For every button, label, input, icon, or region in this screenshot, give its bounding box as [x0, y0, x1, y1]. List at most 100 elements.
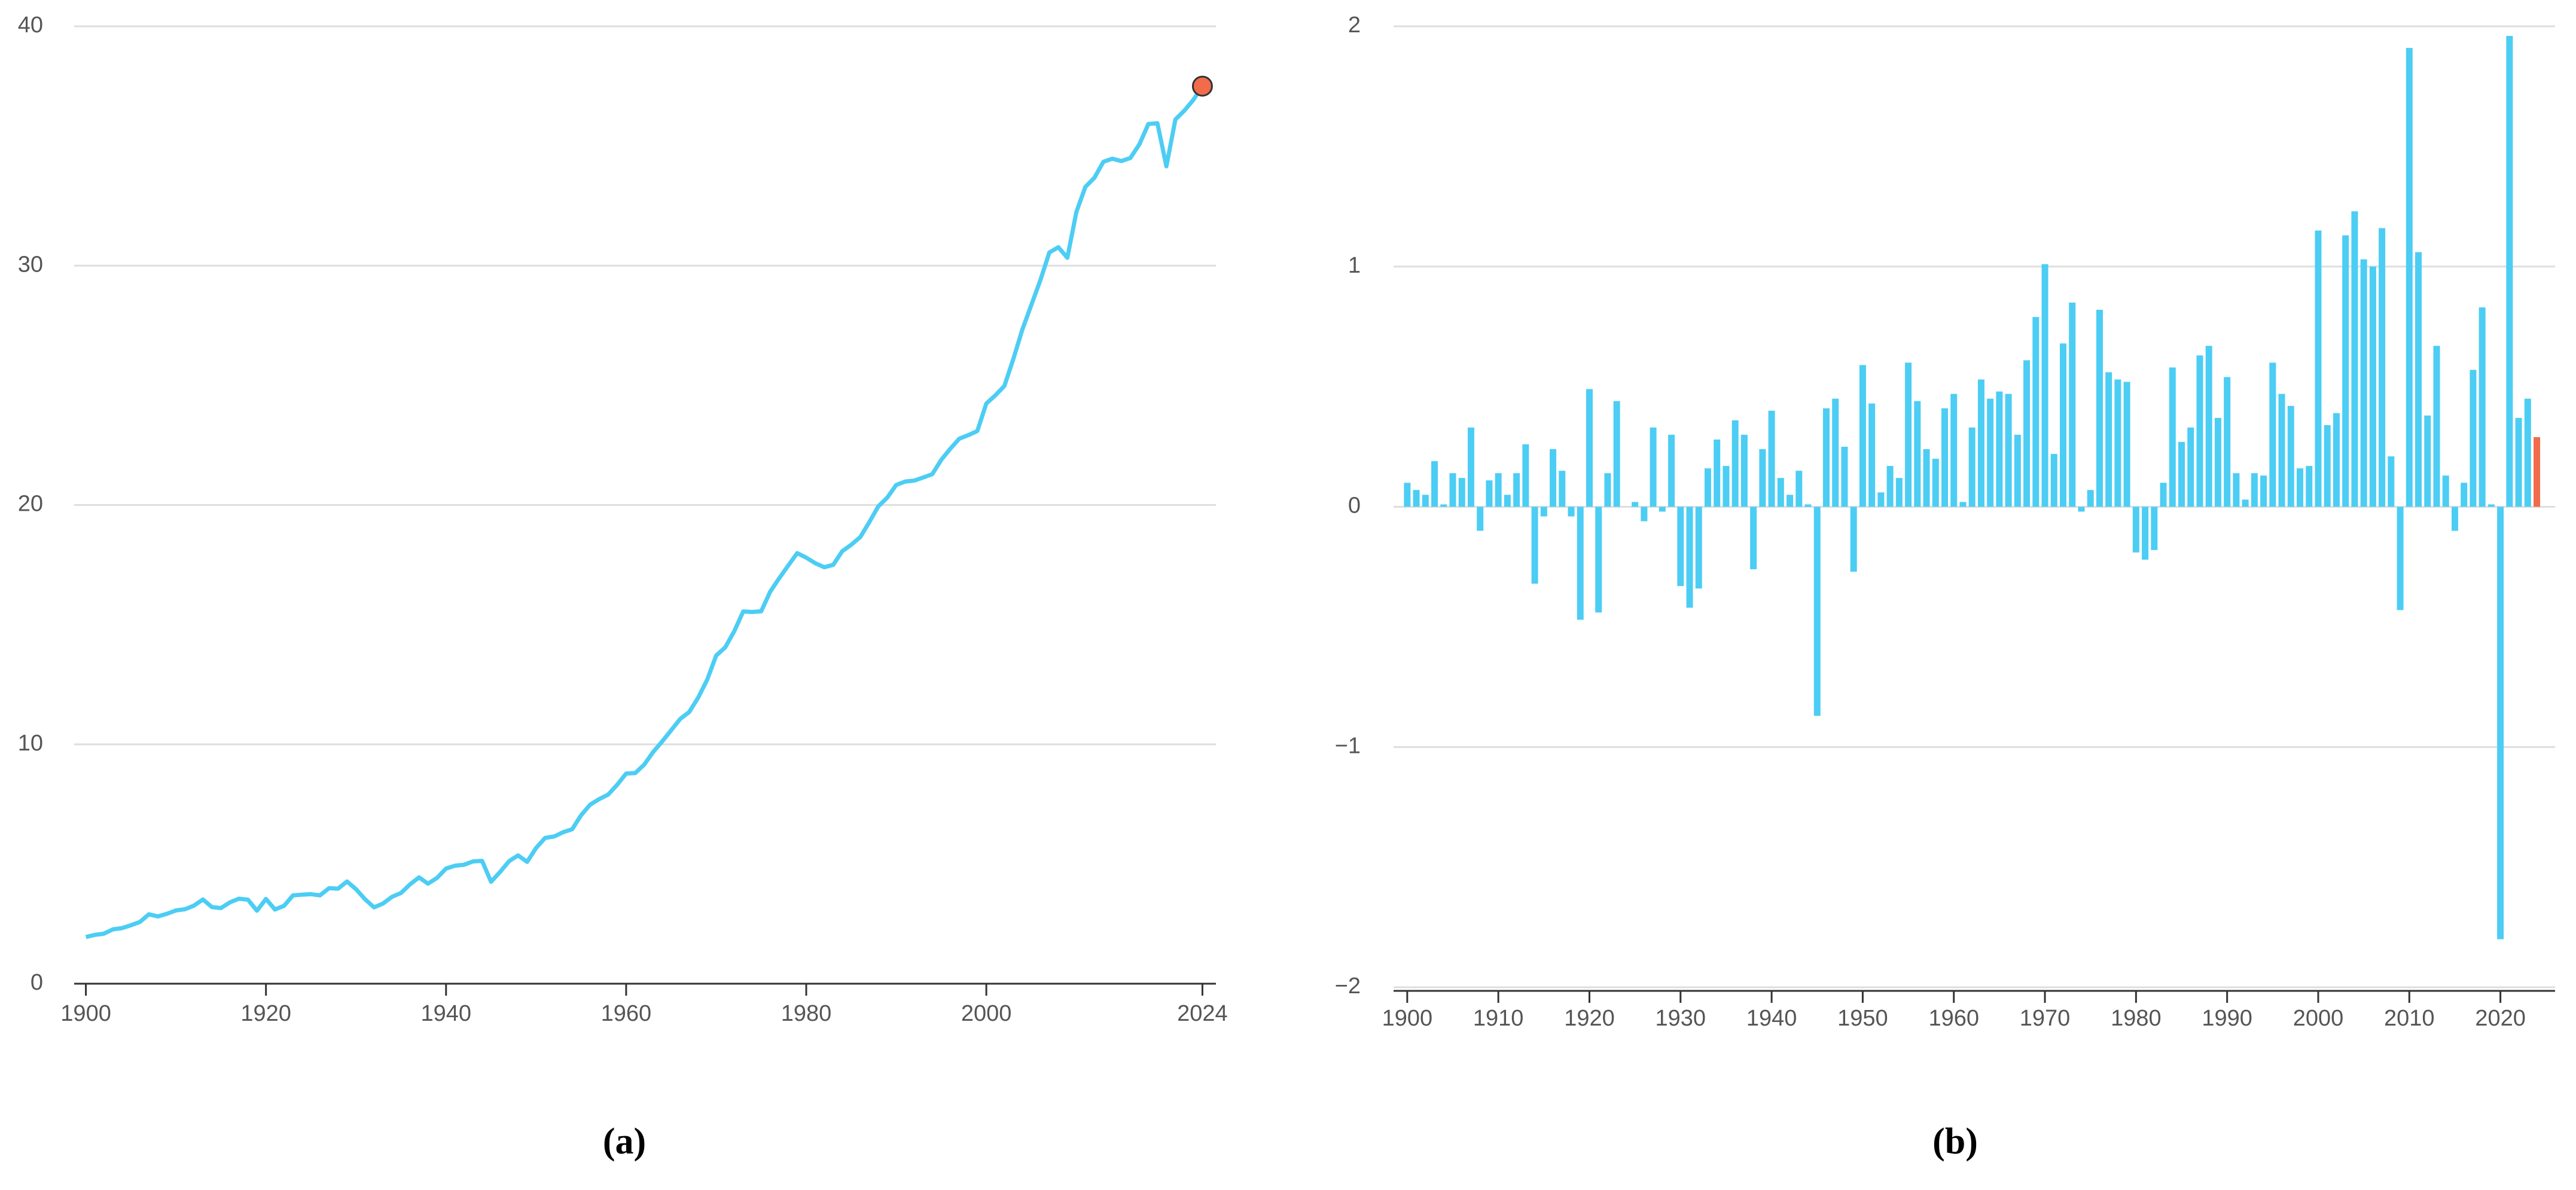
x-tick-label: 1940 [1746, 1006, 1797, 1031]
bar [1714, 440, 1721, 507]
bar [1859, 365, 1866, 507]
bar [1531, 506, 1538, 584]
bar [2087, 490, 2094, 507]
x-tick-label: 1920 [240, 1001, 291, 1026]
bar [1540, 506, 1547, 517]
bar [1759, 449, 1766, 507]
bar [2406, 48, 2413, 507]
bar [2506, 36, 2513, 507]
bar [1968, 427, 1976, 507]
x-tick-label: 1900 [1382, 1006, 1433, 1031]
bar [2069, 303, 2076, 507]
bar [2451, 506, 2458, 531]
bar [2479, 307, 2486, 507]
bar [2251, 473, 2258, 507]
bar [1404, 483, 1411, 507]
x-tick-label: 1960 [1928, 1006, 1979, 1031]
bar [1632, 502, 1639, 507]
x-tick-label: 1980 [781, 1001, 832, 1026]
end-point [1191, 75, 1213, 97]
bar [1668, 434, 1675, 507]
bar [2360, 259, 2367, 507]
bar [1686, 506, 1693, 608]
bar [2306, 466, 2313, 507]
y-tick-label: 0 [31, 970, 43, 995]
bar [2169, 367, 2176, 507]
bar [2242, 499, 2249, 507]
bar [2196, 355, 2203, 507]
bar [1987, 398, 1994, 507]
y-tick-label: 30 [18, 252, 43, 277]
bar [2424, 415, 2431, 507]
bar [1449, 473, 1456, 507]
bar [1723, 466, 1730, 507]
x-tick-label: 1980 [2111, 1006, 2162, 1031]
bar [2333, 413, 2340, 507]
bar [1568, 506, 1575, 517]
bar [2096, 310, 2103, 507]
bar [1777, 478, 1784, 507]
bar [2351, 211, 2358, 507]
y-tick-label: −2 [1335, 974, 1361, 999]
bar [1413, 490, 1420, 507]
x-tick-label: 1970 [2020, 1006, 2071, 1031]
caption: (b) [1932, 1121, 1978, 1162]
bar [1440, 504, 1447, 507]
bar [1959, 502, 1967, 507]
x-tick-label: 1920 [1564, 1006, 1615, 1031]
bar [2050, 454, 2057, 507]
bar [1604, 473, 1611, 507]
x-tick-label: 1930 [1656, 1006, 1706, 1031]
bar [1504, 495, 1511, 507]
bar [1613, 401, 1620, 507]
bar [1641, 506, 1648, 521]
x-tick-label: 2024 [1177, 1001, 1228, 1026]
bar [2205, 346, 2212, 507]
y-tick-label: 1 [1348, 253, 1361, 278]
bar [1422, 495, 1429, 507]
bar [1868, 403, 1876, 507]
bar [2023, 360, 2031, 507]
bar [2078, 506, 2085, 512]
bar [2151, 506, 2158, 550]
x-tick-label: 1950 [1837, 1006, 1888, 1031]
bar [2515, 417, 2522, 507]
x-tick-label: 1910 [1473, 1006, 1524, 1031]
bar [2442, 475, 2449, 507]
bar [2287, 405, 2294, 507]
bar [1431, 461, 1438, 507]
bar [2461, 483, 2468, 507]
bar [1895, 478, 1903, 507]
bar [1932, 459, 1939, 507]
bar [1996, 391, 2003, 507]
x-tick-label: 1940 [421, 1001, 472, 1026]
bar [1477, 506, 1484, 531]
bar [2433, 346, 2440, 507]
bar [2132, 506, 2139, 553]
bar [2324, 425, 2331, 507]
bar [2214, 417, 2221, 507]
bar [1550, 449, 1557, 507]
bar [1832, 398, 1839, 507]
bar [1950, 393, 1958, 507]
bar [1877, 492, 1885, 507]
bar [2260, 475, 2267, 507]
caption: (a) [603, 1121, 646, 1162]
bar [1750, 506, 1757, 569]
bar [1923, 449, 1930, 507]
bar [2278, 393, 2285, 507]
bar [1804, 504, 1812, 507]
y-tick-label: 0 [1348, 493, 1361, 518]
bar [1740, 434, 1748, 507]
bar [2497, 506, 2504, 939]
bar [1768, 410, 1775, 507]
bar [1577, 506, 1584, 620]
bar [1695, 506, 1702, 589]
bar [2041, 264, 2048, 507]
bar [2534, 437, 2541, 507]
bar [2379, 228, 2386, 507]
bar [2160, 483, 2167, 507]
bar [2388, 456, 2395, 507]
bar [1886, 466, 1894, 507]
